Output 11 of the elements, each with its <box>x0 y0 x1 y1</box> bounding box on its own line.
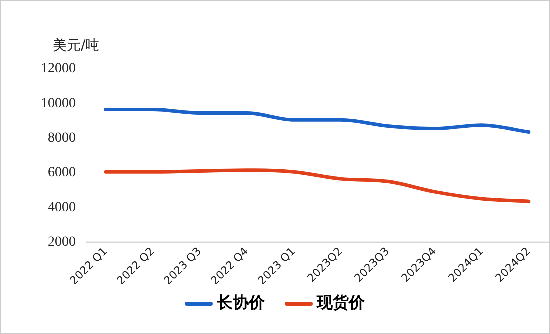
y-tick-label: 8000 <box>48 131 76 146</box>
y-tick-label: 12000 <box>41 62 76 77</box>
y-tick-label: 4000 <box>48 200 76 216</box>
y-tick-label: 10000 <box>41 96 76 112</box>
y-tick-label: 6000 <box>48 166 76 181</box>
y-axis-title: 美元/吨 <box>53 37 100 55</box>
y-tick-label: 2000 <box>48 235 76 250</box>
line-series <box>104 108 531 134</box>
line-series <box>104 168 531 204</box>
legend-label: 长协价 <box>216 293 265 314</box>
legend-label: 现货价 <box>316 293 365 314</box>
